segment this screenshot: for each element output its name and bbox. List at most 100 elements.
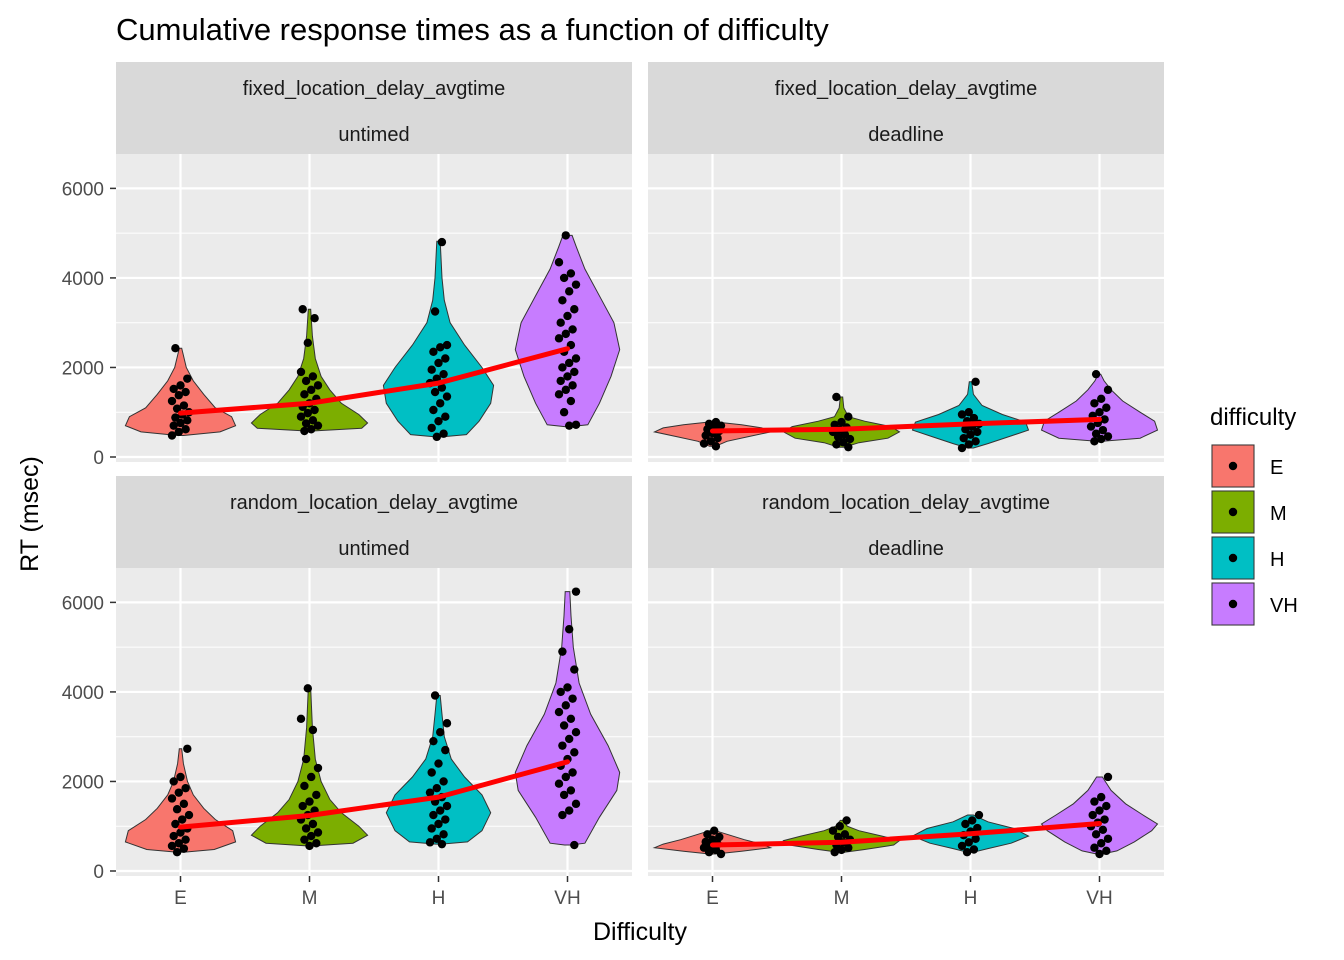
data-point — [1091, 369, 1101, 379]
data-point — [437, 839, 447, 849]
data-point — [558, 810, 567, 820]
y-tick-label: 2000 — [62, 358, 104, 379]
data-point — [172, 847, 182, 857]
data-point — [169, 421, 178, 430]
trend-line — [710, 821, 1102, 848]
chart-title: Cumulative response times as a function … — [116, 12, 829, 47]
data-point — [570, 305, 579, 314]
data-point — [1102, 801, 1111, 811]
data-point — [181, 783, 190, 793]
data-point — [167, 841, 177, 851]
data-point — [568, 768, 577, 777]
data-point — [310, 405, 319, 415]
x-tick-label: M — [834, 888, 850, 909]
legend-label-E: E — [1270, 457, 1283, 479]
data-point — [312, 839, 321, 848]
data-point — [441, 815, 450, 824]
data-point — [959, 433, 968, 443]
data-point — [171, 413, 180, 422]
y-tick-label: 6000 — [62, 593, 104, 614]
data-point — [835, 822, 844, 831]
facet-strip-label-bottom: untimed — [338, 538, 409, 560]
data-point — [1103, 772, 1113, 782]
facet-strip-label-top: fixed_location_delay_avgtime — [243, 78, 505, 100]
data-point — [298, 801, 307, 811]
trend-line — [178, 759, 570, 830]
data-point — [439, 830, 448, 839]
data-point — [554, 779, 564, 788]
data-point — [312, 790, 321, 800]
data-point — [570, 748, 579, 757]
data-point — [1102, 403, 1111, 412]
data-point — [563, 372, 572, 381]
data-point — [561, 385, 570, 395]
data-point — [957, 841, 967, 851]
data-point — [308, 372, 318, 381]
facet-strip-label-top: random_location_delay_avgtime — [230, 492, 518, 514]
data-point — [300, 390, 309, 399]
data-point — [559, 273, 569, 283]
data-point — [565, 806, 574, 815]
data-point — [1098, 425, 1108, 435]
data-point — [179, 401, 189, 410]
data-point — [432, 783, 441, 793]
data-point — [563, 311, 572, 321]
y-tick-label: 4000 — [62, 269, 104, 290]
data-point — [566, 714, 576, 723]
y-tick-label: 0 — [93, 862, 104, 883]
data-point — [1090, 797, 1099, 806]
data-point — [830, 847, 839, 857]
legend-label-M: M — [1270, 503, 1287, 525]
y-tick-label: 6000 — [62, 179, 104, 200]
data-point — [1100, 815, 1109, 824]
data-point — [184, 810, 194, 820]
facet-strip — [116, 476, 632, 568]
data-point — [313, 421, 323, 430]
data-point — [559, 790, 569, 800]
data-point — [307, 772, 316, 782]
data-point — [1088, 810, 1097, 820]
data-point — [301, 824, 311, 833]
data-point — [1097, 434, 1106, 444]
data-point — [558, 296, 567, 305]
data-point — [300, 835, 309, 844]
facet-panel: fixed_location_delay_avgtime deadline — [648, 62, 1164, 462]
data-point — [840, 830, 850, 839]
data-point — [442, 340, 452, 350]
data-point — [962, 847, 972, 857]
data-point — [427, 365, 436, 374]
x-tick-label: H — [432, 888, 446, 909]
data-point — [957, 410, 967, 419]
data-point — [436, 399, 445, 408]
data-point — [704, 419, 714, 429]
data-point — [436, 806, 445, 815]
data-point — [571, 728, 581, 737]
data-point — [167, 431, 177, 440]
legend: difficulty E M H VH — [1210, 404, 1298, 626]
data-point — [1090, 399, 1099, 408]
data-point — [703, 830, 712, 839]
data-point — [429, 736, 438, 746]
data-point — [174, 788, 183, 797]
data-point — [301, 376, 311, 386]
data-point — [974, 810, 984, 820]
data-point — [964, 440, 973, 449]
data-point — [561, 231, 570, 240]
data-point — [559, 721, 569, 730]
data-point — [441, 412, 450, 421]
y-tick-label: 4000 — [62, 683, 104, 704]
data-point — [566, 786, 576, 795]
data-point — [842, 816, 851, 825]
data-point — [442, 801, 452, 811]
data-point — [429, 810, 438, 820]
data-point — [961, 425, 970, 434]
data-point — [181, 835, 190, 844]
data-point — [296, 412, 306, 421]
data-point — [966, 430, 975, 439]
data-point — [171, 819, 180, 829]
trend-line — [178, 346, 570, 416]
data-point — [699, 439, 709, 448]
